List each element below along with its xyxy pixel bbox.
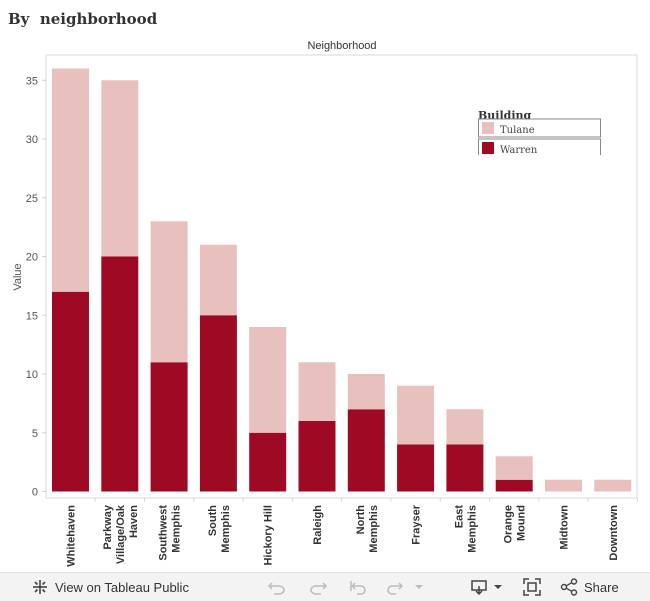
refresh-options-dropdown[interactable]	[414, 573, 424, 601]
download-button[interactable]	[471, 573, 503, 601]
y-tick-label: 10	[26, 369, 38, 381]
bar-tulane[interactable]	[397, 385, 435, 445]
bar-warren[interactable]	[298, 421, 336, 492]
x-tick-label: North	[355, 505, 367, 535]
x-tick-label: Village/Oak	[115, 504, 127, 564]
x-tick-label: Parkway	[102, 504, 114, 550]
redo-icon	[310, 582, 327, 595]
legend-label: Warren	[500, 145, 538, 156]
bar-warren[interactable]	[150, 362, 188, 492]
x-tick-label: Whitehaven	[66, 505, 78, 567]
bar-tulane[interactable]	[594, 479, 632, 492]
y-tick-label: 0	[32, 487, 38, 499]
stacked-bar-chart: Neighborhood 0 5 10 15 20 25 30 35 Value Whiteh…	[12, 40, 638, 567]
share-icon	[560, 578, 578, 596]
dropdown-icon	[415, 585, 423, 589]
bar-warren[interactable]	[495, 479, 533, 492]
fullscreen-button[interactable]	[523, 573, 541, 601]
bar-tulane[interactable]	[495, 456, 533, 480]
x-tick-label: Memphis	[368, 505, 380, 553]
download-icon	[471, 580, 487, 596]
bar-warren[interactable]	[347, 409, 385, 492]
chart-title: Neighborhood	[307, 40, 376, 52]
bars-group	[52, 68, 632, 492]
x-tick-label: Orange	[503, 505, 515, 544]
bar-warren[interactable]	[397, 444, 435, 492]
share-button[interactable]: Share	[560, 573, 619, 601]
x-tick-label: South	[207, 505, 219, 536]
view-on-tableau-label: View on Tableau Public	[55, 579, 189, 595]
y-tick-label: 15	[26, 310, 38, 322]
x-tick-label: Memphis	[466, 505, 478, 553]
x-tick-label: Southwest	[158, 505, 170, 561]
undo-button[interactable]	[268, 573, 286, 601]
view-on-tableau-link[interactable]: View on Tableau Public	[32, 573, 189, 601]
x-tick-label: Memphis	[171, 505, 183, 553]
bar-tulane[interactable]	[347, 374, 385, 410]
x-tick-label: Mound	[516, 505, 528, 541]
bar-tulane[interactable]	[446, 409, 484, 445]
bar-warren[interactable]	[101, 256, 139, 492]
bar-tulane[interactable]	[249, 327, 287, 433]
legend-item-box[interactable]	[478, 138, 601, 158]
tableau-logo-icon	[33, 580, 47, 594]
y-axis-ticks: 0 5 10 15 20 25 30 35	[26, 75, 46, 499]
x-tick-label: East	[453, 505, 465, 529]
page-title: By neighborhood	[8, 10, 158, 28]
bar-warren[interactable]	[199, 315, 237, 492]
bar-tulane[interactable]	[150, 221, 188, 363]
x-axis-labels: Whitehaven Parkway Village/Oak Haven Southwe…	[66, 498, 638, 567]
refresh-icon	[387, 582, 404, 595]
x-tick-label: Frayser	[411, 504, 423, 544]
x-tick-label: Memphis	[220, 505, 232, 553]
bar-tulane[interactable]	[199, 244, 237, 316]
y-tick-label: 20	[26, 252, 38, 264]
x-tick-label: Raleigh	[312, 505, 324, 545]
bar-tulane[interactable]	[101, 80, 139, 257]
bar-tulane[interactable]	[52, 68, 89, 292]
y-tick-label: 30	[26, 134, 38, 146]
bar-tulane[interactable]	[298, 362, 336, 421]
revert-icon	[350, 581, 366, 595]
bar-warren[interactable]	[249, 432, 287, 492]
y-tick-label: 25	[26, 193, 38, 205]
legend-swatch	[482, 122, 494, 134]
redo-button[interactable]	[309, 573, 327, 601]
undo-icon	[268, 582, 285, 595]
bar-warren[interactable]	[52, 291, 89, 492]
x-tick-label: Hickory Hill	[263, 505, 275, 566]
share-label: Share	[584, 579, 619, 595]
revert-button[interactable]	[349, 573, 367, 601]
y-axis-label: Value	[12, 263, 24, 290]
refresh-button[interactable]	[386, 573, 404, 601]
y-tick-label: 35	[26, 75, 38, 87]
x-tick-label: Midtown	[559, 505, 571, 550]
legend-clip-mask	[476, 155, 604, 161]
dropdown-icon	[494, 585, 502, 589]
fullscreen-icon	[523, 578, 541, 596]
x-tick-label: Downtown	[608, 505, 620, 561]
legend-swatch	[482, 142, 494, 154]
y-tick-label: 5	[32, 428, 38, 440]
x-tick-label: Haven	[128, 505, 140, 538]
bar-warren[interactable]	[446, 444, 484, 492]
bar-tulane[interactable]	[545, 479, 582, 492]
legend-label: Tulane	[500, 125, 535, 136]
tableau-toolbar: View on Tableau Public	[0, 572, 650, 601]
legend-item-box[interactable]	[478, 118, 601, 138]
